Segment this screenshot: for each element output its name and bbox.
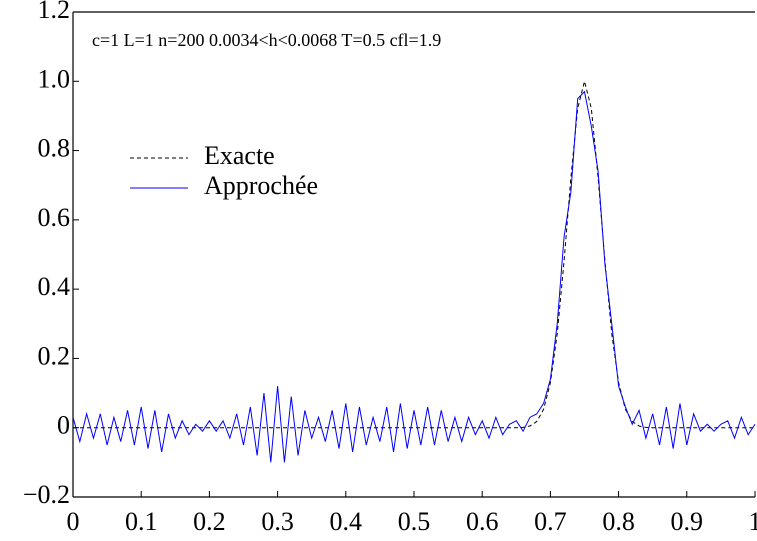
x-tick-label: 0.1 — [125, 507, 158, 536]
x-tick-label: 1 — [749, 507, 757, 536]
x-tick-label: 0.2 — [193, 507, 226, 536]
x-tick-label: 0 — [67, 507, 80, 536]
legend-label: Exacte — [204, 141, 275, 170]
series-line — [72, 90, 756, 463]
y-tick-label: 1.2 — [38, 0, 71, 24]
x-tick-label: 0.7 — [534, 507, 567, 536]
x-tick-label: 0.6 — [466, 507, 499, 536]
y-tick-label: 0.8 — [38, 134, 71, 163]
annotation: c=1 L=1 n=200 0.0034<h<0.0068 T=0.5 cfl=… — [92, 30, 441, 50]
y-tick-label: 1.0 — [38, 64, 71, 93]
y-tick-label: 0.4 — [38, 272, 71, 301]
y-tick-label: 0 — [57, 411, 70, 440]
x-tick-label: 0.8 — [602, 507, 635, 536]
x-tick-label: 0.9 — [671, 507, 704, 536]
series-line — [73, 81, 755, 429]
x-tick-label: 0.3 — [261, 507, 294, 536]
x-tick-label: 0.4 — [330, 507, 363, 536]
y-tick-label: 0.6 — [38, 203, 71, 232]
y-tick-label: −0.2 — [23, 480, 70, 509]
x-tick-label: 0.5 — [398, 507, 431, 536]
y-tick-label: 0.2 — [38, 341, 71, 370]
legend-label: Approchée — [204, 171, 318, 200]
